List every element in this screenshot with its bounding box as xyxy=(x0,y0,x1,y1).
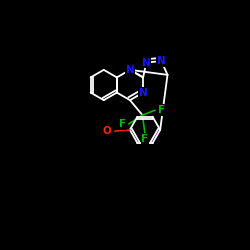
Text: N: N xyxy=(157,56,166,66)
Text: N: N xyxy=(126,65,134,75)
Text: N: N xyxy=(139,88,147,98)
Text: F: F xyxy=(158,105,165,115)
Text: F: F xyxy=(142,134,148,144)
Text: O: O xyxy=(103,126,112,136)
Text: N: N xyxy=(142,58,151,68)
Text: F: F xyxy=(119,119,126,129)
